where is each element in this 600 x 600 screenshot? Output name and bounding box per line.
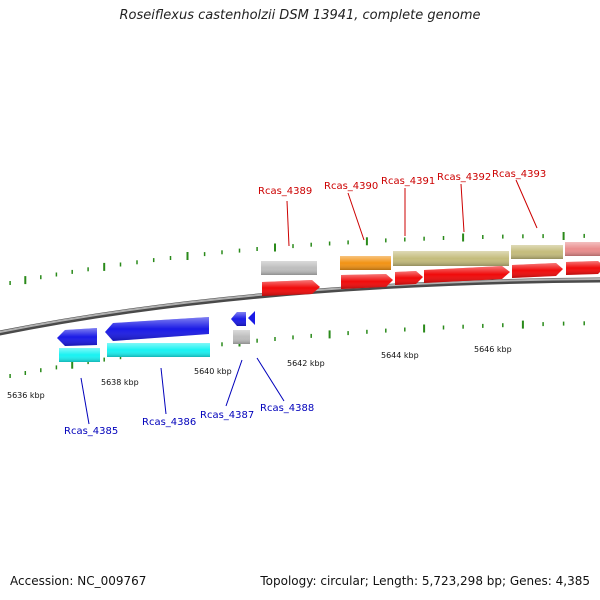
scale-label: 5642 kbp [287,359,325,368]
gene-label-rcas-4390[interactable]: Rcas_4390 [324,181,378,192]
scale-label: 5646 kbp [474,345,512,354]
gene-label-rcas-4389[interactable]: Rcas_4389 [258,186,312,197]
scale-label: 5636 kbp [7,391,45,400]
minus-gene-arrows [57,311,255,346]
accession-text: Accession: NC_009767 [10,574,147,588]
gene-label-rcas-4393[interactable]: Rcas_4393 [492,169,546,180]
gene-label-rcas-4385[interactable]: Rcas_4385 [64,426,118,437]
gene-label-rcas-4392[interactable]: Rcas_4392 [437,172,491,183]
gene-label-rcas-4386[interactable]: Rcas_4386 [142,417,196,428]
minus-feature-track-lower [59,330,250,362]
plus-gene-arrows [262,261,600,296]
scale-labels: 5636 kbp 5638 kbp 5640 kbp 5642 kbp 5644… [7,345,512,400]
gene-arrow-rcas-4388[interactable] [248,311,255,325]
genome-title: Roseiflexus castenholzii DSM 13941, comp… [119,8,481,23]
gene-label-rcas-4388[interactable]: Rcas_4388 [260,403,314,414]
minus-gene-callouts: Rcas_4385 Rcas_4386 Rcas_4387 Rcas_4388 [64,357,314,437]
genome-summary-text: Topology: circular; Length: 5,723,298 bp… [260,574,590,588]
scale-label: 5638 kbp [101,378,139,387]
plus-strand-ticks [9,232,585,285]
scale-label: 5644 kbp [381,351,419,360]
gene-label-rcas-4391[interactable]: Rcas_4391 [381,176,435,187]
scale-label: 5640 kbp [194,367,232,376]
plus-feature-track-upper [261,242,600,275]
plus-gene-callouts: Rcas_4389 Rcas_4390 Rcas_4391 Rcas_4392 … [258,169,546,247]
gene-label-rcas-4387[interactable]: Rcas_4387 [200,410,254,421]
